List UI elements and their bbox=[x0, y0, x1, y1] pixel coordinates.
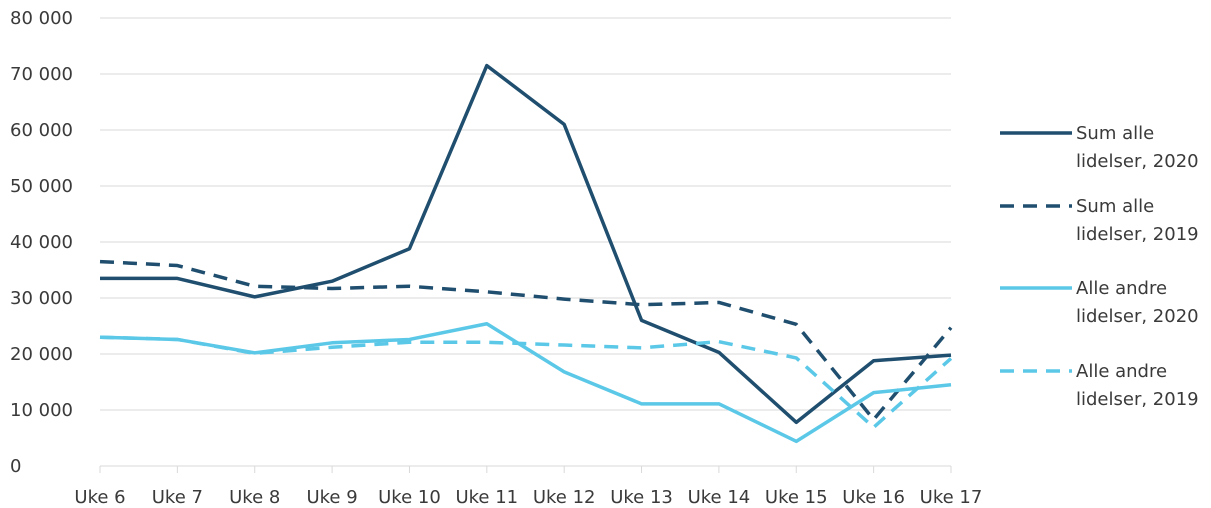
y-axis: 0 10 000 20 000 30 000 40 000 50 000 60 000 70 … bbox=[10, 8, 73, 477]
x-tick-label: Uke 6 bbox=[74, 487, 125, 508]
y-tick-label: 70 000 bbox=[10, 64, 73, 85]
y-tick-label: 10 000 bbox=[10, 400, 73, 421]
series-lines bbox=[99, 63, 953, 444]
gridlines bbox=[100, 17, 951, 411]
legend-label: Alle andre bbox=[1076, 361, 1167, 382]
x-tick-label: Uke 14 bbox=[688, 487, 751, 508]
legend-label: Sum alle bbox=[1076, 123, 1154, 144]
x-tick-label: Uke 15 bbox=[765, 487, 828, 508]
y-tick-label: 40 000 bbox=[10, 232, 73, 253]
x-tick-label: Uke 12 bbox=[533, 487, 596, 508]
x-tick-label: Uke 16 bbox=[842, 487, 905, 508]
series-line-2 bbox=[99, 259, 953, 422]
y-tick-label: 50 000 bbox=[10, 176, 73, 197]
series-line-1 bbox=[100, 63, 952, 425]
y-tick-label: 80 000 bbox=[10, 8, 73, 29]
y-tick-label: 30 000 bbox=[10, 288, 73, 309]
x-tick-label: Uke 7 bbox=[152, 487, 203, 508]
x-tick-label: Uke 8 bbox=[229, 487, 280, 508]
y-tick-label: 60 000 bbox=[10, 120, 73, 141]
legend-item-3: Alle andre lidelser, 2020 bbox=[1000, 278, 1199, 327]
legend-item-2: Sum alle lidelser, 2019 bbox=[1000, 196, 1199, 245]
y-tick-label: 20 000 bbox=[10, 344, 73, 365]
legend-label: Alle andre bbox=[1076, 278, 1167, 299]
x-tick-label: Uke 10 bbox=[378, 487, 441, 508]
legend: Sum alle lidelser, 2020 Sum alle lidelser, … bbox=[1000, 123, 1199, 410]
x-axis: Uke 6 Uke 7 Uke 8 Uke 9 Uke 10 Uke 11 Uke 12 Uk… bbox=[74, 465, 983, 508]
y-tick-label: 0 bbox=[10, 456, 21, 477]
series-line-4 bbox=[99, 335, 953, 430]
legend-label: lidelser, 2020 bbox=[1076, 151, 1199, 172]
x-tick-label: Uke 13 bbox=[610, 487, 673, 508]
legend-item-1: Sum alle lidelser, 2020 bbox=[1000, 123, 1199, 172]
x-tick-label: Uke 9 bbox=[306, 487, 357, 508]
legend-label: Sum alle bbox=[1076, 196, 1154, 217]
legend-item-4: Alle andre lidelser, 2019 bbox=[1000, 361, 1199, 410]
legend-label: lidelser, 2020 bbox=[1076, 306, 1199, 327]
x-tick-label: Uke 11 bbox=[455, 487, 518, 508]
legend-label: lidelser, 2019 bbox=[1076, 389, 1199, 410]
x-tick-label: Uke 17 bbox=[920, 487, 983, 508]
legend-label: lidelser, 2019 bbox=[1076, 224, 1199, 245]
